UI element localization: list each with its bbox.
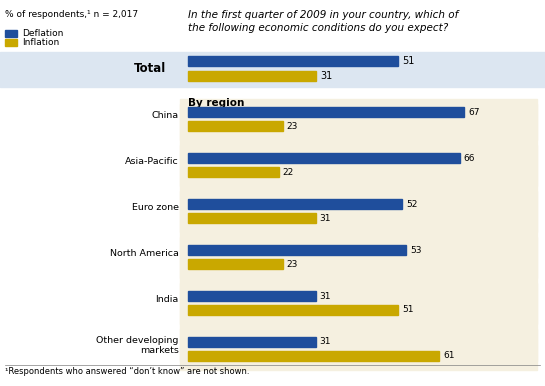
Bar — [180, 146, 537, 186]
Text: Deflation: Deflation — [22, 29, 63, 38]
Bar — [188, 71, 316, 81]
Bar — [180, 191, 537, 232]
Text: India: India — [155, 295, 179, 304]
Bar — [180, 283, 537, 323]
Text: 67: 67 — [468, 108, 480, 117]
Text: 31: 31 — [319, 291, 331, 301]
Bar — [188, 245, 407, 255]
Text: 52: 52 — [406, 200, 417, 209]
Text: 22: 22 — [282, 168, 294, 177]
Bar — [188, 107, 464, 117]
Text: By region: By region — [188, 98, 244, 108]
Bar — [188, 337, 316, 347]
Text: Other developing
markets: Other developing markets — [96, 335, 179, 356]
Text: 31: 31 — [319, 337, 331, 347]
Bar — [180, 237, 537, 278]
Text: 31: 31 — [320, 71, 332, 81]
Bar — [188, 291, 316, 301]
Text: 23: 23 — [287, 122, 298, 131]
Bar — [188, 121, 283, 131]
Bar — [0, 52, 545, 87]
Text: Inflation: Inflation — [22, 38, 59, 47]
Bar — [188, 305, 398, 315]
Text: 31: 31 — [319, 213, 331, 223]
Text: ¹Respondents who answered “don’t know” are not shown.: ¹Respondents who answered “don’t know” a… — [5, 367, 250, 376]
Bar — [188, 259, 283, 269]
Bar — [188, 199, 402, 209]
Text: In the first quarter of 2009 in your country, which of
the following economic co: In the first quarter of 2009 in your cou… — [188, 10, 458, 33]
Bar — [188, 167, 278, 177]
Bar — [5, 39, 17, 46]
Text: % of respondents,¹ n = 2,017: % of respondents,¹ n = 2,017 — [5, 10, 138, 19]
Bar — [180, 104, 537, 361]
Bar — [180, 100, 537, 140]
Bar — [5, 30, 17, 37]
Bar — [188, 153, 460, 163]
Bar — [188, 213, 316, 223]
Text: 53: 53 — [410, 245, 422, 255]
Text: 61: 61 — [443, 351, 455, 361]
Text: Euro zone: Euro zone — [132, 203, 179, 212]
Text: Total: Total — [134, 62, 166, 75]
Bar — [180, 329, 537, 369]
Text: North America: North America — [110, 249, 179, 258]
Text: 66: 66 — [464, 154, 475, 163]
Text: 23: 23 — [287, 259, 298, 269]
Text: 51: 51 — [402, 305, 414, 315]
Bar — [188, 56, 398, 66]
Text: 51: 51 — [403, 56, 415, 66]
Text: China: China — [152, 111, 179, 120]
Text: Asia-Pacific: Asia-Pacific — [125, 157, 179, 166]
Bar — [188, 351, 439, 361]
